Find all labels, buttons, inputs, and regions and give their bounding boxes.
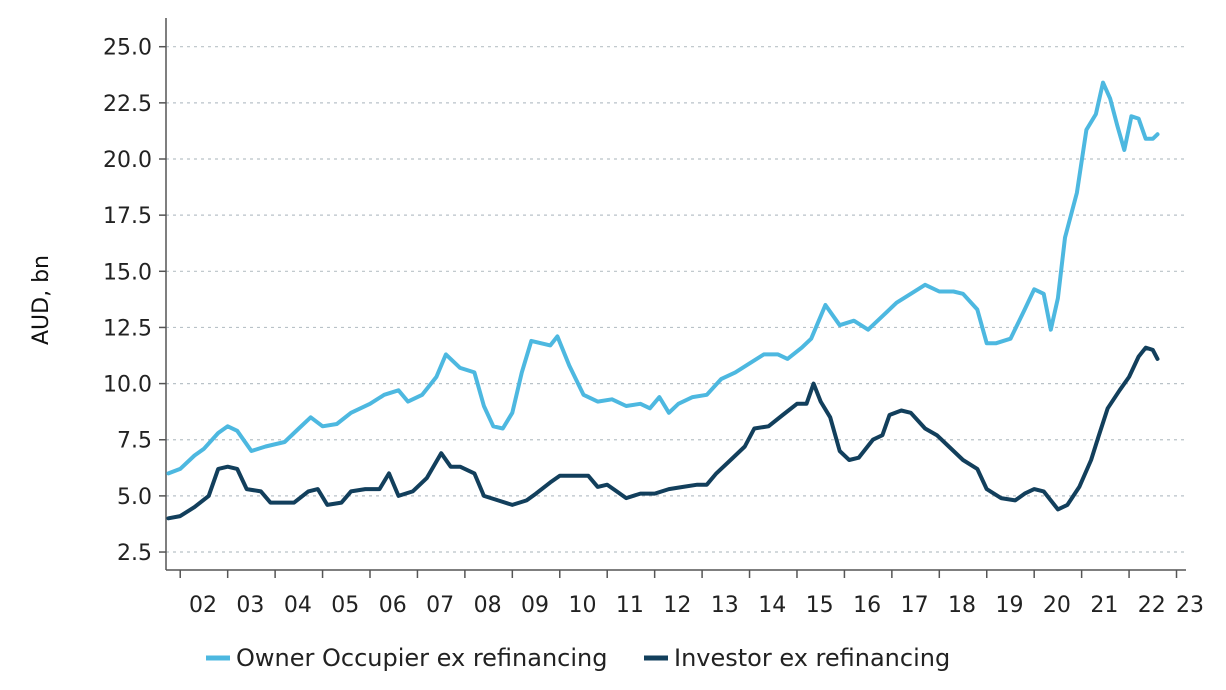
x-tick-label-17: 19 [995, 593, 1023, 618]
y-tick-label-7: 20.0 [103, 148, 152, 173]
x-tick-label-5: 07 [426, 593, 454, 618]
grid-lines [166, 46, 1186, 553]
x-tick-label-0: 02 [189, 593, 217, 618]
legend-label-1: Investor ex refinancing [674, 644, 950, 672]
x-tick-label-1: 03 [236, 593, 264, 618]
x-tick-label-16: 18 [948, 593, 976, 618]
y-axis-title: AUD, bn [29, 255, 54, 345]
x-tick-label-7: 09 [521, 593, 549, 618]
y-tick-label-6: 17.5 [103, 204, 152, 229]
x-tick-label-14: 16 [853, 593, 881, 618]
x-tick-label-6: 08 [474, 593, 502, 618]
series-line-1 [166, 345, 1160, 521]
x-tick-label-18: 20 [1043, 593, 1071, 618]
x-tick-label-3: 05 [331, 593, 359, 618]
x-tick-label-4: 06 [379, 593, 407, 618]
y-tick-label-9: 25.0 [103, 36, 152, 61]
x-tick-label-8: 10 [568, 593, 596, 618]
x-tick-label-20: 22 [1138, 593, 1166, 618]
series-lines [166, 80, 1160, 521]
axes [165, 18, 1186, 571]
x-tick-label-13: 15 [806, 593, 834, 618]
x-tick-label-21: 23 [1176, 593, 1204, 618]
x-tick-label-10: 12 [663, 593, 691, 618]
x-tick-label-9: 11 [616, 593, 644, 618]
x-tick-label-11: 13 [711, 593, 739, 618]
legend-label-0: Owner Occupier ex refinancing [236, 644, 607, 672]
x-tick-label-19: 21 [1090, 593, 1118, 618]
y-tick-label-0: 2.5 [117, 541, 152, 566]
series-line-0 [166, 80, 1160, 476]
legend: Owner Occupier ex refinancing Investor ex… [206, 644, 950, 672]
x-tick-label-12: 14 [758, 593, 786, 618]
x-tick-label-15: 17 [901, 593, 929, 618]
y-tick-label-5: 15.0 [103, 260, 152, 285]
x-axis-ticks: 02 03 04 05 06 07 08 09 10 11 12 13 14 15 16 17 18 19 20 21… [179, 570, 1204, 618]
y-axis-ticks: 2.5 5.0 7.5 10.0 12.5 15.0 17.5 20.0 22.5 25.0 [103, 36, 166, 566]
y-tick-label-2: 7.5 [117, 429, 152, 454]
y-tick-label-8: 22.5 [103, 92, 152, 117]
x-tick-label-2: 04 [284, 593, 312, 618]
y-tick-label-4: 12.5 [103, 316, 152, 341]
y-tick-label-1: 5.0 [117, 485, 152, 510]
y-tick-label-3: 10.0 [103, 373, 152, 398]
